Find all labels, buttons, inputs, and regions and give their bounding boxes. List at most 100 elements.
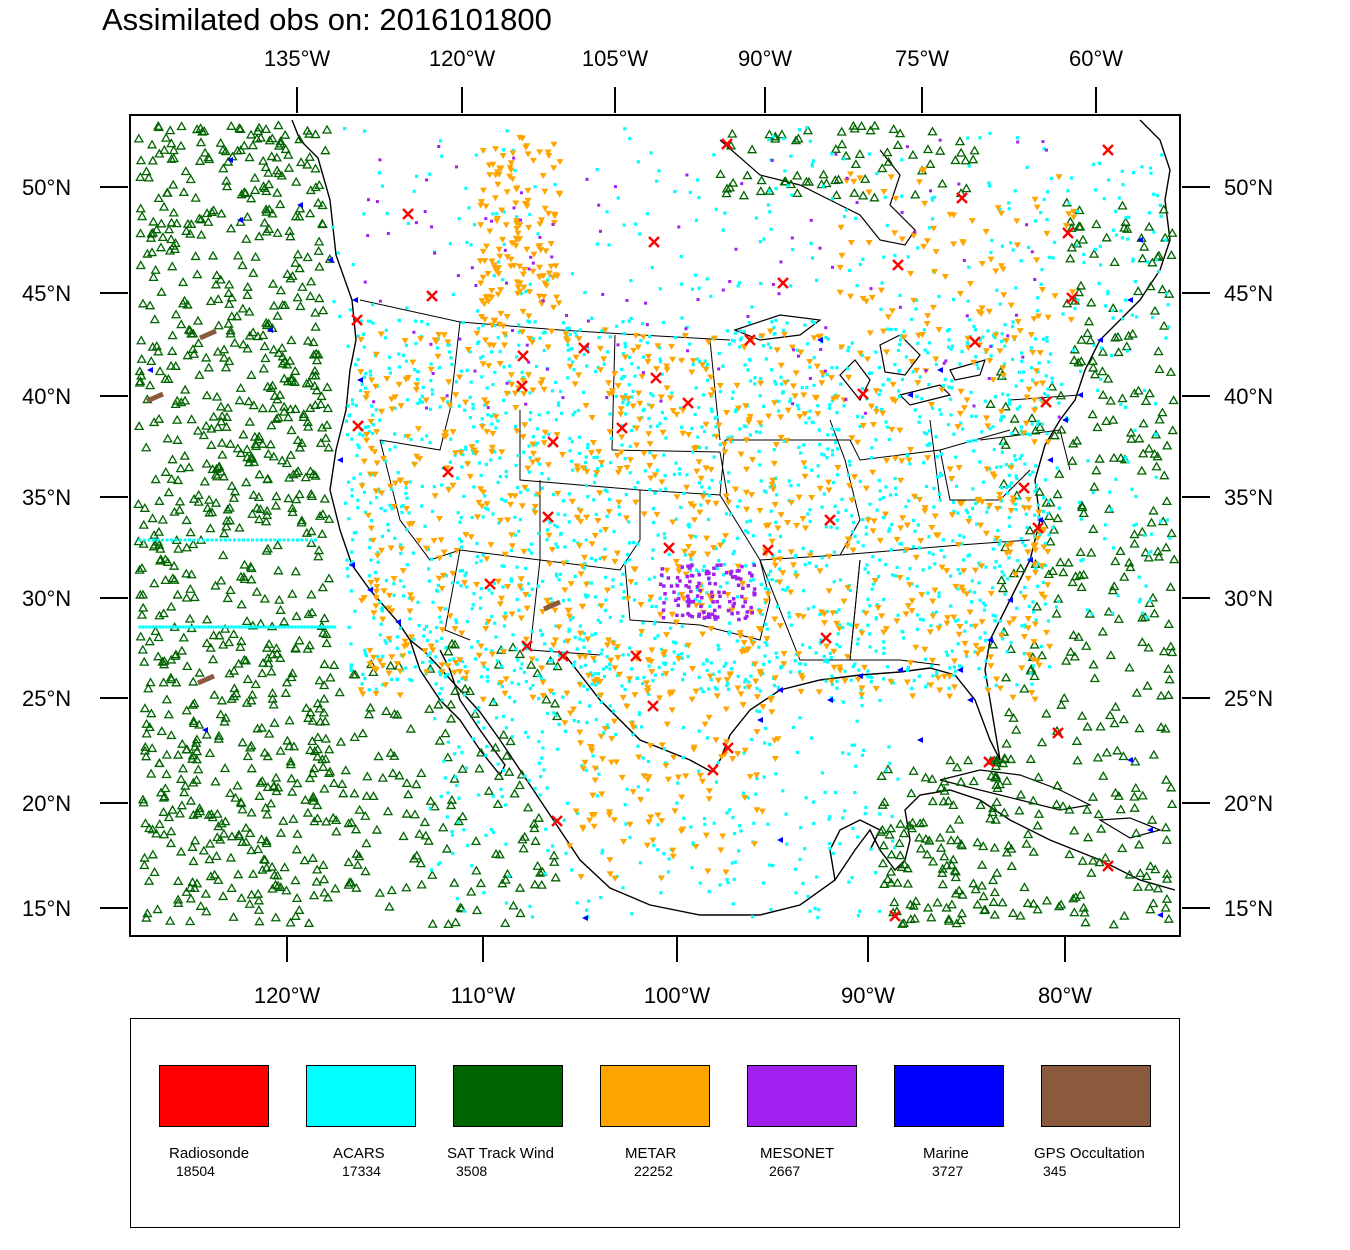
acars-marker [658, 421, 662, 426]
acars-marker [400, 510, 404, 515]
metar-marker [539, 273, 547, 280]
acars-marker [515, 215, 519, 219]
metar-marker [870, 518, 878, 525]
acars-marker [607, 243, 611, 247]
acars-marker [733, 860, 738, 864]
sat-wind-marker [166, 153, 177, 163]
acars-marker [928, 566, 932, 570]
acars-marker [483, 506, 488, 510]
acars-marker [1107, 178, 1111, 182]
acars-marker [846, 349, 850, 353]
acars-marker [977, 561, 981, 565]
acars-marker [1073, 306, 1077, 311]
metar-marker [507, 493, 515, 500]
acars-marker [932, 505, 936, 509]
sat-wind-marker [1108, 452, 1120, 462]
metar-marker [1007, 541, 1015, 548]
acars-marker [1156, 269, 1161, 274]
acars-marker [363, 651, 367, 656]
acars-marker [900, 377, 905, 382]
acars-marker [498, 350, 502, 354]
metar-marker [888, 426, 896, 433]
sat-wind-marker [139, 860, 150, 870]
acars-marker [561, 695, 565, 699]
acars-marker [810, 162, 814, 166]
acars-marker [385, 211, 389, 216]
acars-marker [615, 673, 619, 677]
acars-marker [633, 486, 637, 490]
acars-marker [450, 829, 454, 834]
metar-marker [630, 347, 638, 354]
acars-marker [1158, 203, 1162, 207]
acars-marker [1056, 599, 1061, 604]
acars-marker [1003, 323, 1007, 327]
acars-marker [539, 775, 543, 779]
acars-marker [1025, 432, 1030, 436]
acars-marker [718, 883, 722, 887]
sat-wind-marker [203, 809, 215, 819]
metar-marker [972, 643, 980, 650]
metar-marker [616, 465, 624, 472]
acars-marker [970, 414, 974, 418]
acars-marker [358, 472, 363, 476]
sat-wind-marker [260, 124, 272, 134]
acars-marker [796, 403, 800, 408]
metar-marker [946, 466, 954, 473]
acars-marker [886, 377, 890, 381]
acars-marker [964, 508, 968, 512]
acars-marker [147, 538, 151, 542]
acars-marker [832, 580, 836, 584]
acars-marker [684, 643, 688, 648]
acars-marker [583, 466, 587, 470]
sat-wind-marker [232, 443, 243, 453]
acars-marker [657, 169, 661, 173]
sat-wind-marker [1129, 802, 1140, 812]
acars-marker [296, 625, 300, 629]
sat-wind-marker [955, 776, 967, 786]
acars-marker [975, 363, 979, 367]
metar-marker [520, 266, 528, 273]
sat-wind-marker [250, 679, 261, 689]
metar-marker [736, 633, 744, 640]
acars-marker [230, 625, 234, 629]
acars-marker [854, 764, 858, 768]
sat-wind-marker [153, 120, 164, 130]
metar-marker [887, 679, 895, 686]
acars-marker [731, 390, 735, 394]
sat-wind-marker [185, 583, 196, 593]
acars-marker [825, 372, 829, 377]
metar-marker [960, 405, 968, 412]
acars-marker [300, 625, 304, 629]
metar-marker [477, 486, 485, 493]
acars-marker [820, 771, 824, 775]
metar-marker [1006, 549, 1014, 556]
metar-marker [556, 159, 564, 166]
acars-marker [835, 410, 839, 415]
sat-wind-marker [160, 373, 171, 383]
acars-marker [757, 710, 762, 714]
acars-marker [882, 640, 886, 644]
acars-marker [697, 286, 701, 290]
sat-wind-marker [170, 360, 181, 370]
metar-marker [766, 328, 774, 335]
metar-marker [438, 669, 446, 676]
acars-marker [768, 533, 772, 537]
acars-marker [693, 598, 698, 602]
acars-marker [469, 645, 474, 649]
acars-marker [490, 591, 494, 595]
sat-wind-marker [285, 759, 296, 769]
acars-marker [456, 820, 460, 824]
acars-marker [737, 824, 742, 828]
acars-marker [538, 793, 542, 797]
acars-marker [887, 745, 891, 749]
acars-marker [369, 558, 373, 562]
acars-marker [771, 676, 776, 681]
acars-marker [1043, 563, 1048, 568]
metar-marker [467, 534, 475, 541]
acars-marker [881, 496, 886, 500]
acars-marker [517, 343, 521, 347]
acars-marker [924, 685, 928, 689]
acars-marker [766, 203, 771, 207]
acars-marker [572, 368, 576, 372]
acars-marker [444, 574, 449, 578]
